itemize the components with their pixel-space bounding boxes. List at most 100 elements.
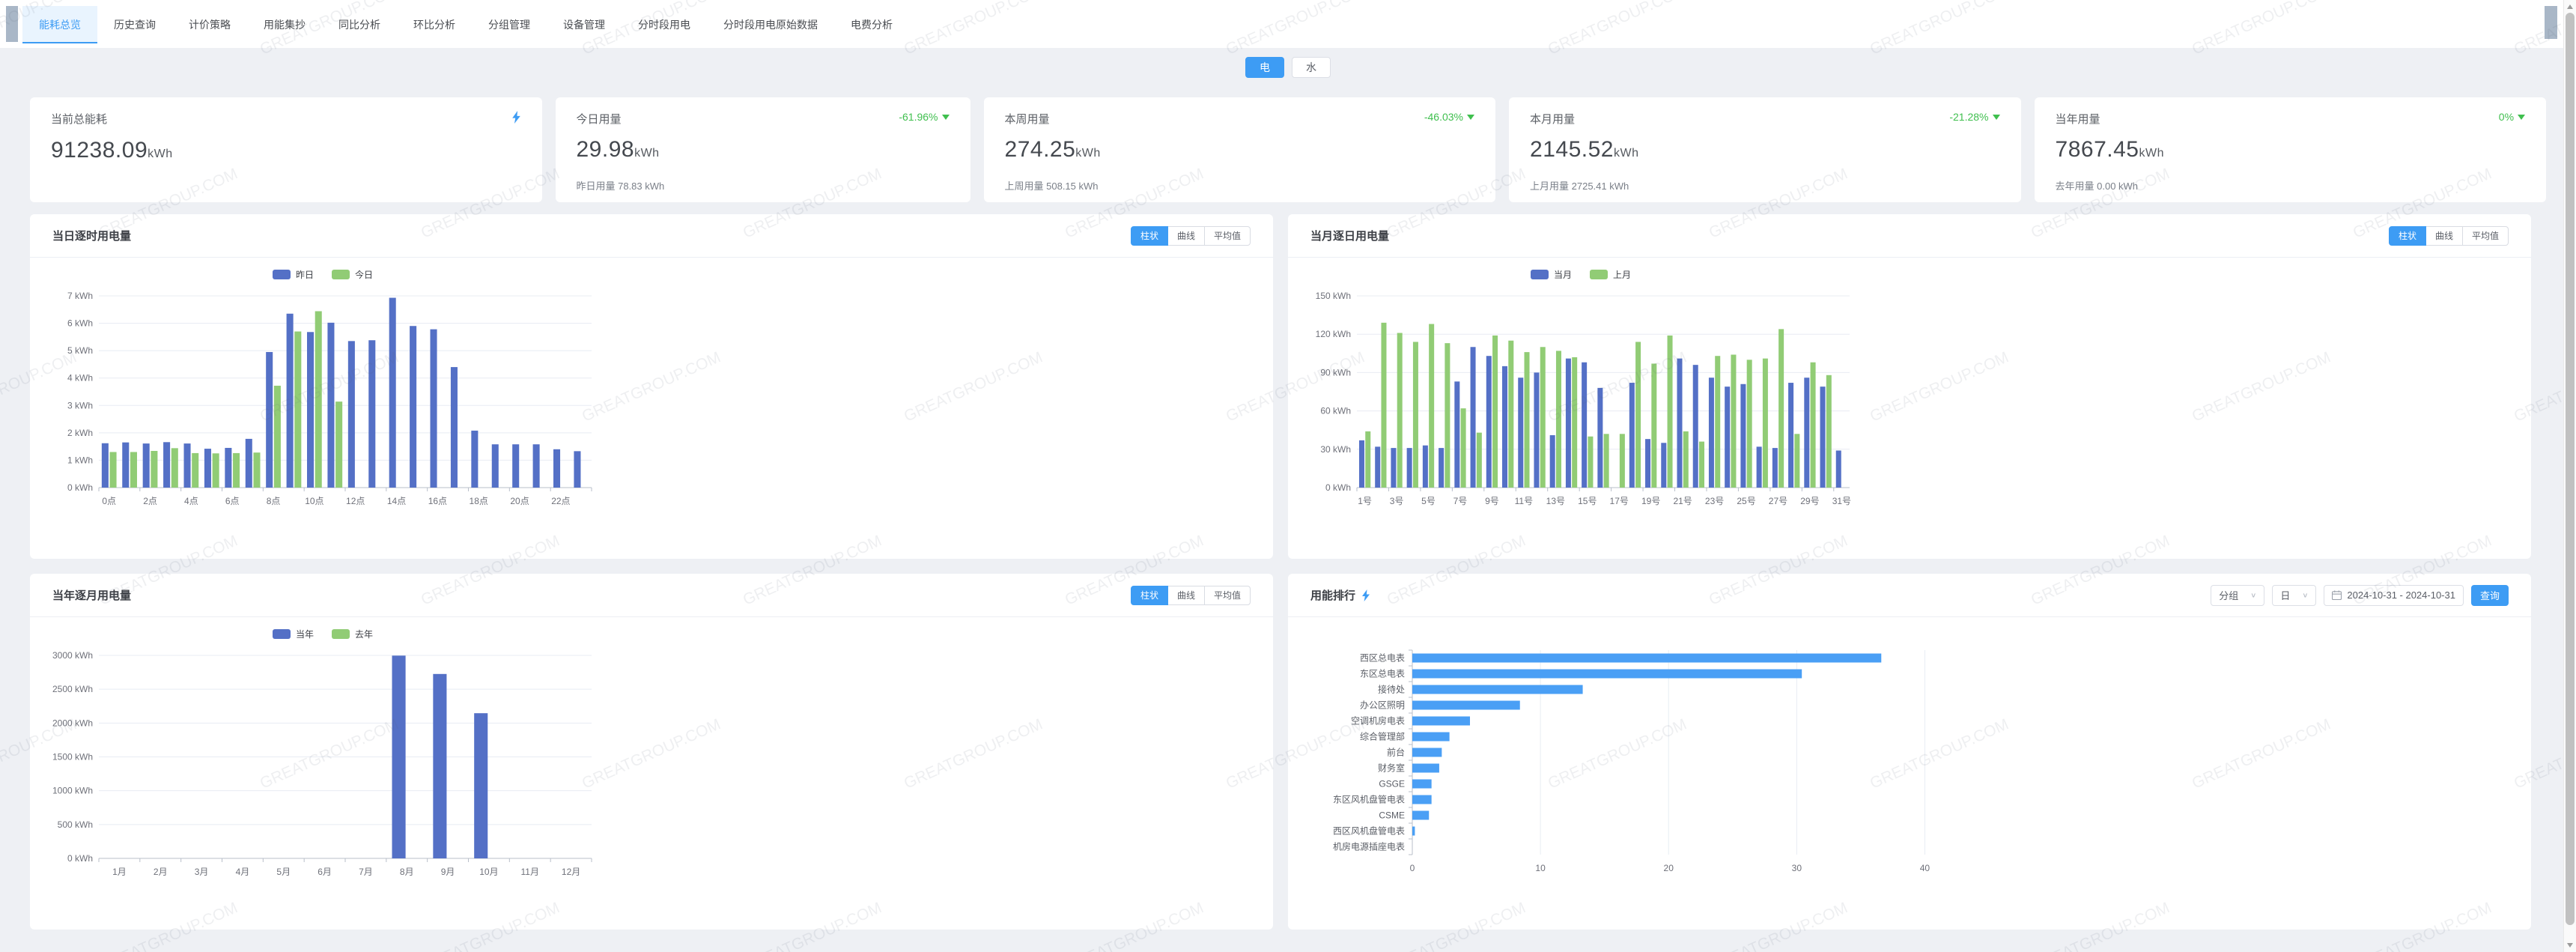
card-delta: 0%	[2499, 111, 2526, 123]
group-select[interactable]: 分组 ∨	[2211, 584, 2265, 606]
delta-value: -21.28%	[1949, 111, 1989, 123]
tab-item-1[interactable]: 历史查询	[114, 19, 156, 31]
card-label: 本周用量	[1004, 113, 1050, 126]
card-delta: -61.96%	[899, 111, 950, 123]
chart-view-switch: 柱状 曲线 平均值	[2388, 225, 2509, 246]
view-btn-bar[interactable]: 柱状	[2388, 225, 2426, 246]
svg-text:15号: 15号	[1578, 496, 1597, 506]
panel-title-text: 当年逐月用电量	[52, 589, 132, 602]
tab-item-9[interactable]: 分时段用电原始数据	[723, 19, 818, 31]
bar-昨日-23点	[574, 451, 581, 488]
rank-bar-2	[1412, 685, 1583, 694]
tab-item-6[interactable]: 分组管理	[488, 19, 530, 31]
bar-昨日-0点	[101, 443, 109, 488]
panel-energy-ranking: 用能排行 分组 ∨ 日 ∨ 2024-10-31 - 2024-10-31 查询 0 10 20 3…	[1288, 574, 2531, 930]
calendar-icon	[2332, 590, 2342, 600]
bar-当月-24号	[1725, 386, 1731, 488]
delta-value: -61.96%	[899, 111, 938, 123]
card-label: 当年用量	[2055, 113, 2100, 126]
bar-昨日-6点	[225, 447, 232, 488]
vertical-scrollbar[interactable]	[2563, 0, 2576, 952]
legend-label: 昨日	[295, 270, 314, 280]
view-btn-average[interactable]: 平均值	[1203, 585, 1251, 605]
rank-bar-4	[1412, 716, 1470, 726]
rank-bar-8	[1412, 779, 1432, 789]
legend-item[interactable]: 当月	[1530, 268, 1572, 281]
tab-energy-overview[interactable]: 能耗总览	[22, 6, 97, 43]
chart-view-switch: 柱状 曲线 平均值	[1130, 225, 1251, 246]
view-btn-line[interactable]: 曲线	[2425, 225, 2463, 246]
summary-card-3: 本月用量 -21.28% 2145.52kWh 上月用量 2725.41 kWh	[1509, 97, 2021, 202]
bar-上月-18号	[1635, 342, 1641, 488]
energy-toggle-electricity[interactable]: 电	[1245, 57, 1284, 78]
card-delta: -21.28%	[1949, 111, 2000, 123]
bar-昨日-21点	[532, 444, 540, 488]
bar-当月-3号	[1391, 448, 1397, 488]
legend-swatch	[272, 270, 291, 279]
svg-text:综合管理部: 综合管理部	[1360, 731, 1405, 742]
tab-item-2[interactable]: 计价策略	[189, 19, 231, 31]
svg-text:西区总电表: 西区总电表	[1360, 653, 1405, 664]
bar-昨日-11点	[327, 322, 335, 488]
chart-legend: 当年 去年	[42, 628, 604, 640]
view-btn-line[interactable]: 曲线	[1167, 225, 1205, 246]
bar-上月-7号	[1460, 408, 1466, 488]
query-button[interactable]: 查询	[2470, 584, 2509, 606]
view-btn-average[interactable]: 平均值	[1203, 225, 1251, 246]
bar-当月-8号	[1470, 347, 1476, 488]
svg-text:90 kWh: 90 kWh	[1320, 367, 1351, 378]
panel-title: 当年逐月用电量	[52, 587, 131, 603]
energy-toggle-water[interactable]: 水	[1292, 57, 1331, 78]
bar-当月-25号	[1740, 383, 1746, 488]
tab-item-4[interactable]: 同比分析	[338, 19, 380, 31]
tab-item-10[interactable]: 电费分析	[851, 19, 893, 31]
scrollbar-thumb[interactable]	[2566, 13, 2575, 925]
bar-上月-27号	[1778, 329, 1784, 488]
bar-当月-30号	[1820, 386, 1826, 488]
svg-text:2500 kWh: 2500 kWh	[52, 684, 93, 694]
bar-当年-8月	[392, 655, 406, 858]
tab-item-3[interactable]: 用能集抄	[264, 19, 306, 31]
legend-item[interactable]: 昨日	[272, 268, 314, 281]
bar-当月-31号	[1835, 450, 1841, 488]
date-range-input[interactable]: 2024-10-31 - 2024-10-31	[2324, 584, 2464, 606]
svg-text:0: 0	[1410, 863, 1415, 873]
delta-down-icon	[2518, 114, 2526, 120]
legend-item[interactable]: 当年	[272, 628, 314, 640]
svg-text:6点: 6点	[225, 496, 240, 506]
bar-上月-6号	[1445, 343, 1450, 488]
view-btn-line[interactable]: 曲线	[1167, 585, 1205, 605]
rank-bar-9	[1412, 795, 1432, 804]
svg-text:3000 kWh: 3000 kWh	[52, 650, 93, 661]
svg-text:14点: 14点	[387, 496, 406, 506]
view-btn-bar[interactable]: 柱状	[1130, 585, 1168, 605]
tab-scroll-right-handle[interactable]	[2545, 6, 2557, 39]
tab-item-7[interactable]: 设备管理	[563, 19, 605, 31]
rank-bar-5	[1412, 732, 1450, 742]
legend-item[interactable]: 去年	[332, 628, 373, 640]
svg-text:7月: 7月	[359, 867, 373, 877]
bar-上月-22号	[1698, 441, 1704, 488]
svg-text:29号: 29号	[1800, 496, 1819, 506]
view-btn-bar[interactable]: 柱状	[1130, 225, 1168, 246]
legend-item[interactable]: 上月	[1590, 268, 1631, 281]
legend-swatch	[272, 629, 291, 639]
panel-title: 当月逐日用电量	[1310, 228, 1389, 243]
tabs-nav: 能耗总览 历史查询 计价策略 用能集抄 同比分析 环比分析 分组管理 设备管理 分时段用电 分时段…	[22, 6, 909, 43]
tab-scroll-left-handle[interactable]	[6, 6, 18, 42]
bar-上月-4号	[1412, 342, 1418, 488]
svg-text:2月: 2月	[154, 867, 168, 877]
scrollbar-down-arrow-icon[interactable]	[2567, 943, 2573, 948]
legend-item[interactable]: 今日	[332, 268, 373, 281]
bar-当月-5号	[1422, 445, 1428, 488]
tab-item-5[interactable]: 环比分析	[413, 19, 455, 31]
bar-上月-24号	[1731, 354, 1737, 488]
view-btn-average[interactable]: 平均值	[2461, 225, 2509, 246]
tab-item-8[interactable]: 分时段用电	[638, 19, 690, 31]
scrollbar-up-arrow-icon[interactable]	[2567, 4, 2573, 9]
chart-area: 昨日 今日 0 kWh 1 kWh 2 kWh 3 kWh 4 kWh 5 kWh 6 kWh 7…	[30, 258, 1273, 514]
period-select[interactable]: 日 ∨	[2272, 584, 2317, 606]
panel-daily-usage: 当月逐日用电量 柱状 曲线 平均值 当月 上月 0 kWh 30 kWh 60 kWh 90 kW…	[1288, 214, 2531, 559]
date-range-value: 2024-10-31 - 2024-10-31	[2347, 589, 2455, 601]
period-select-value: 日	[2280, 590, 2291, 601]
